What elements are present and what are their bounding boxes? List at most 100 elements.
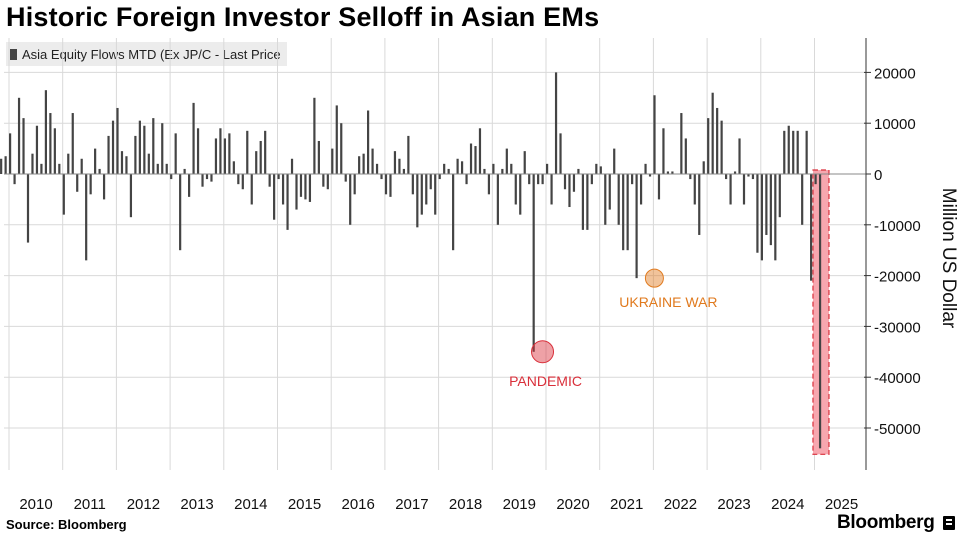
y-tick-label: 20000 <box>874 65 916 82</box>
bar <box>657 174 661 200</box>
bar <box>505 148 508 174</box>
bar <box>380 174 383 180</box>
x-tick-label: 2015 <box>288 496 321 513</box>
bar <box>129 174 133 218</box>
annotation-marker <box>531 340 555 364</box>
bar <box>214 138 218 174</box>
bar <box>733 171 737 174</box>
bar <box>295 174 298 210</box>
y-tick-label: -20000 <box>874 269 921 286</box>
bar <box>210 174 213 182</box>
bar <box>53 128 56 174</box>
bar <box>67 153 70 174</box>
bar <box>299 174 303 197</box>
bar <box>563 174 567 190</box>
legend-label: Asia Equity Flows MTD (Ex JP/C - Last Pr… <box>22 46 281 62</box>
bar <box>729 174 732 205</box>
bar <box>568 174 571 208</box>
bar <box>9 133 12 174</box>
bar <box>375 163 379 174</box>
bar <box>85 174 88 261</box>
bar <box>98 168 101 174</box>
bar <box>554 72 558 174</box>
chart-title: Historic Foreign Investor Selloff in Asi… <box>6 2 600 32</box>
bar <box>35 125 39 174</box>
bar <box>58 163 61 174</box>
bar <box>818 174 822 449</box>
bar <box>143 125 146 174</box>
annotation-label: PANDEMIC <box>509 373 582 389</box>
bar <box>742 174 746 205</box>
bar <box>707 118 710 174</box>
bar <box>170 174 173 180</box>
bar <box>313 97 316 174</box>
bar <box>769 174 772 246</box>
bar <box>344 174 347 182</box>
bar <box>577 168 580 174</box>
bar <box>335 105 338 174</box>
x-tick-label: 2024 <box>771 496 804 513</box>
bar <box>420 174 423 215</box>
bar <box>778 174 781 218</box>
bar <box>496 174 499 225</box>
x-tick-label: 2012 <box>127 496 160 513</box>
bar <box>219 128 222 174</box>
x-tick-label: 2010 <box>19 496 52 513</box>
terminal-icon <box>943 516 955 530</box>
bar <box>438 174 441 180</box>
bar <box>613 148 616 174</box>
bar <box>205 174 209 180</box>
bar <box>425 174 428 205</box>
legend-swatch <box>10 48 17 60</box>
bar <box>304 174 307 200</box>
x-tick-label: 2025 <box>825 496 858 513</box>
bar <box>756 174 759 253</box>
bar <box>460 161 464 174</box>
bar <box>487 174 491 195</box>
bar <box>22 118 25 174</box>
bar <box>389 174 392 197</box>
bar <box>635 174 638 279</box>
bar <box>241 174 244 190</box>
annotation-label: UKRAINE WAR <box>619 294 717 310</box>
bar <box>277 174 280 180</box>
bar <box>639 174 643 205</box>
y-tick-label: -50000 <box>874 421 921 438</box>
brand-logo: Bloomberg <box>837 512 935 533</box>
bar <box>751 174 755 180</box>
bar <box>286 174 289 230</box>
bar <box>250 174 253 205</box>
bar <box>232 161 235 174</box>
bar <box>514 174 517 205</box>
bar <box>71 113 74 174</box>
bar <box>662 128 665 174</box>
x-tick-label: 2019 <box>503 496 536 513</box>
bar <box>765 174 768 235</box>
bar <box>228 133 231 174</box>
y-tick-label: 10000 <box>874 116 916 133</box>
bar <box>44 90 47 174</box>
bar <box>371 148 374 174</box>
bar <box>796 130 799 174</box>
bar <box>644 163 647 174</box>
bar <box>264 130 267 174</box>
bar <box>434 174 437 215</box>
bar <box>201 174 204 187</box>
bar <box>617 174 620 225</box>
bar <box>572 174 576 192</box>
x-tick-label: 2021 <box>610 496 643 513</box>
bar <box>349 174 352 225</box>
x-tick-label: 2013 <box>180 496 213 513</box>
bar <box>465 174 468 185</box>
bar <box>680 113 683 174</box>
bar <box>152 118 155 174</box>
bar <box>559 133 562 174</box>
bar <box>725 174 728 180</box>
bar <box>478 128 482 174</box>
bar <box>528 174 531 185</box>
bar <box>147 153 150 174</box>
bar <box>501 168 504 174</box>
bar <box>26 174 30 243</box>
x-tick-label: 2014 <box>234 496 267 513</box>
